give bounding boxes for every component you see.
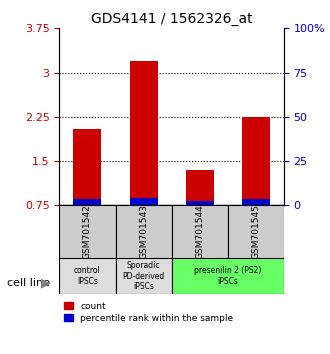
Bar bbox=[129, 61, 158, 205]
FancyBboxPatch shape bbox=[59, 205, 116, 258]
FancyBboxPatch shape bbox=[115, 205, 172, 258]
Text: Sporadic
PD-derived
iPSCs: Sporadic PD-derived iPSCs bbox=[122, 261, 165, 291]
Text: GSM701544: GSM701544 bbox=[195, 205, 204, 259]
Text: cell line: cell line bbox=[7, 278, 50, 288]
Legend: count, percentile rank within the sample: count, percentile rank within the sample bbox=[64, 302, 233, 322]
FancyBboxPatch shape bbox=[115, 258, 172, 294]
Bar bbox=[242, 199, 270, 205]
Bar bbox=[185, 201, 214, 205]
Text: GSM701545: GSM701545 bbox=[251, 204, 260, 259]
Bar bbox=[73, 199, 102, 205]
Bar bbox=[129, 198, 158, 205]
FancyBboxPatch shape bbox=[59, 258, 116, 294]
Bar bbox=[242, 117, 270, 205]
Bar bbox=[73, 129, 102, 205]
Bar bbox=[185, 170, 214, 205]
Text: presenilin 2 (PS2)
iPSCs: presenilin 2 (PS2) iPSCs bbox=[194, 267, 261, 286]
Text: GSM701542: GSM701542 bbox=[83, 205, 92, 259]
FancyBboxPatch shape bbox=[172, 258, 284, 294]
Text: control
IPSCs: control IPSCs bbox=[74, 267, 101, 286]
Text: ▶: ▶ bbox=[41, 277, 51, 290]
Text: GSM701543: GSM701543 bbox=[139, 204, 148, 259]
Title: GDS4141 / 1562326_at: GDS4141 / 1562326_at bbox=[91, 12, 252, 26]
FancyBboxPatch shape bbox=[172, 205, 228, 258]
FancyBboxPatch shape bbox=[228, 205, 284, 258]
